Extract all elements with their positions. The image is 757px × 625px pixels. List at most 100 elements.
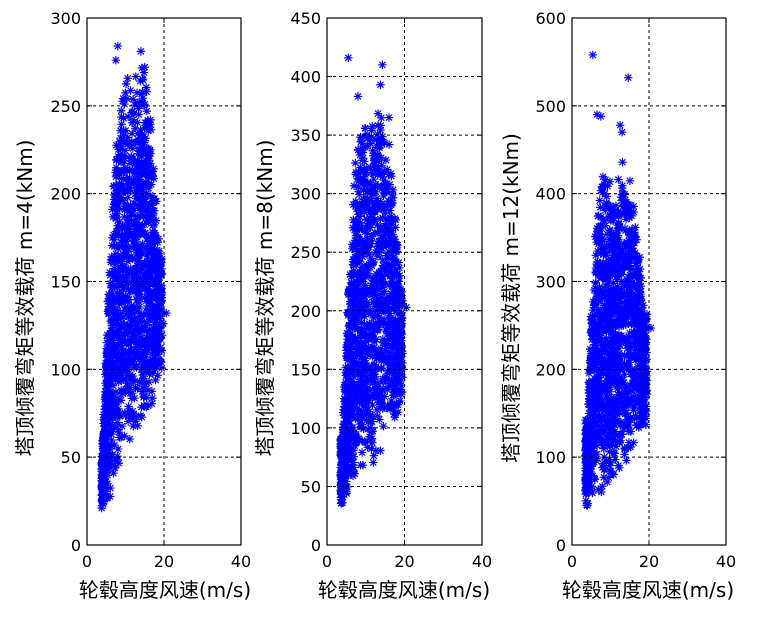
data-point — [152, 350, 161, 360]
data-point — [130, 178, 139, 187]
data-point — [117, 193, 126, 202]
data-point — [134, 345, 143, 355]
data-point — [384, 140, 394, 149]
data-point — [147, 247, 156, 256]
data-point — [587, 319, 597, 329]
data-point — [336, 485, 346, 495]
data-point — [617, 402, 626, 411]
data-point — [637, 316, 646, 326]
data-point — [120, 320, 129, 329]
y-tick-label: 250 — [50, 97, 81, 116]
data-point — [119, 363, 129, 372]
data-point — [122, 379, 131, 388]
data-point — [364, 136, 374, 145]
data-point — [373, 302, 382, 312]
data-point — [388, 341, 397, 350]
data-point — [137, 333, 146, 342]
data-point — [113, 455, 122, 465]
data-point — [351, 260, 361, 270]
data-point — [606, 304, 616, 313]
data-point — [141, 336, 150, 346]
data-point — [347, 384, 357, 393]
data-point — [584, 385, 593, 395]
data-point — [369, 458, 378, 467]
y-tick-label: 500 — [535, 97, 566, 116]
data-point — [354, 280, 364, 289]
data-point — [148, 349, 157, 359]
data-point — [113, 272, 122, 282]
data-point — [619, 363, 628, 372]
data-point — [111, 168, 120, 177]
data-point — [636, 319, 646, 328]
data-point — [387, 280, 397, 289]
data-point — [590, 402, 599, 412]
data-point — [640, 345, 649, 354]
data-point — [597, 382, 606, 392]
data-point — [354, 285, 363, 295]
data-point — [624, 343, 633, 352]
data-point — [591, 295, 600, 305]
data-point — [388, 193, 398, 202]
data-point — [144, 126, 153, 136]
data-point — [607, 351, 616, 360]
data-point — [389, 409, 399, 419]
data-point — [387, 325, 397, 334]
data-point — [635, 253, 644, 262]
data-point — [118, 196, 128, 205]
data-point — [132, 342, 141, 352]
data-point — [608, 435, 618, 445]
data-point — [157, 308, 167, 317]
data-point — [642, 323, 651, 332]
data-point — [351, 413, 361, 422]
data-point — [146, 262, 155, 271]
data-point — [129, 377, 138, 387]
data-point — [599, 473, 609, 482]
data-point — [373, 411, 382, 421]
data-point — [368, 297, 378, 307]
data-point-outlier — [338, 498, 347, 508]
data-point — [605, 353, 615, 363]
data-point — [631, 330, 640, 340]
data-point — [382, 298, 391, 308]
data-point — [594, 222, 603, 231]
data-point — [125, 173, 134, 183]
data-point — [599, 348, 609, 358]
data-point — [124, 181, 133, 190]
data-point — [355, 212, 364, 221]
data-point — [357, 378, 367, 388]
data-point — [625, 228, 635, 237]
data-point — [129, 222, 138, 231]
data-point — [603, 182, 612, 191]
data-point — [369, 175, 378, 184]
data-point — [613, 294, 622, 303]
data-point — [147, 344, 156, 353]
data-point-outlier — [592, 110, 602, 119]
data-point — [624, 230, 634, 240]
data-point — [601, 358, 611, 368]
data-point — [613, 282, 622, 291]
data-point — [362, 263, 371, 272]
data-point — [347, 395, 356, 404]
data-point — [624, 362, 633, 371]
data-point — [377, 233, 387, 243]
data-point — [396, 287, 405, 296]
data-point — [109, 230, 118, 240]
data-point — [612, 419, 621, 428]
data-point — [138, 98, 147, 107]
data-point — [595, 336, 604, 346]
data-point — [345, 333, 354, 343]
data-point — [609, 470, 618, 479]
data-point — [397, 387, 407, 397]
data-point — [614, 253, 623, 262]
data-point — [387, 219, 396, 229]
data-point — [373, 251, 383, 261]
data-point — [604, 428, 613, 438]
data-point — [362, 245, 372, 255]
data-point — [148, 339, 157, 349]
data-point — [118, 333, 127, 342]
data-point — [350, 441, 359, 450]
data-point — [604, 279, 613, 288]
data-point — [373, 130, 382, 139]
data-point — [349, 366, 359, 375]
data-point — [154, 329, 163, 338]
